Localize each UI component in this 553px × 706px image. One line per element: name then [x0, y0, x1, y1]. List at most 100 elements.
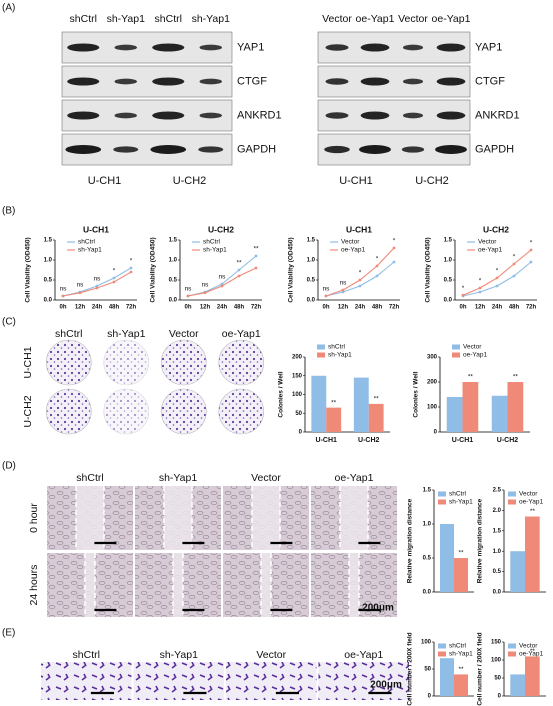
label: sh-Yap1: [160, 649, 198, 661]
y-tick-label: 2.5: [493, 488, 502, 494]
label: oe-Yap1: [432, 13, 471, 25]
point: [220, 284, 224, 288]
blot-band: [401, 146, 425, 153]
label: shCtrl: [73, 649, 100, 661]
x-tick-label: 12h: [75, 305, 86, 311]
label: (D): [2, 461, 16, 472]
legend-label: oe-Yap1: [463, 352, 487, 359]
blot-band: [325, 112, 349, 119]
point: [254, 266, 258, 270]
y-tick-label: 100: [427, 405, 438, 411]
x-tick-label: 72h: [126, 305, 137, 311]
y-tick-label: 150: [491, 640, 502, 646]
x-tick-label: 72h: [389, 305, 400, 311]
blot-band: [199, 44, 222, 51]
bar: [311, 375, 327, 432]
label: shCtrl: [55, 328, 82, 340]
y-tick-label: 0.5: [423, 556, 432, 562]
legend-swatch: [438, 643, 446, 649]
label: 200μm: [370, 680, 402, 691]
y-tick-label: 200: [427, 380, 438, 386]
bar: [446, 397, 463, 432]
y-tick-label: 1.0: [493, 549, 502, 555]
annotation: **: [236, 260, 242, 267]
blot-band: [402, 112, 424, 119]
legend-label: sh-Yap1: [449, 499, 473, 506]
point: [375, 274, 379, 278]
point: [529, 248, 533, 252]
label: sh-Yap1: [192, 13, 230, 25]
bar: [353, 377, 369, 432]
label: ANKRD1: [475, 109, 520, 121]
point: [237, 268, 241, 272]
annotation: ns: [323, 286, 331, 293]
label: Vector: [251, 472, 281, 484]
y-axis-label: Cell number / 200X field: [407, 632, 414, 705]
annotation: ns: [202, 282, 210, 289]
y-tick-label: 100: [421, 640, 432, 646]
legend-swatch: [508, 643, 516, 649]
blot-band: [67, 77, 100, 86]
legend-label: shCtrl: [78, 239, 96, 246]
blot-band: [199, 78, 222, 85]
legend-swatch: [508, 491, 516, 497]
colony-well: [218, 339, 265, 386]
label: Vector: [398, 13, 428, 25]
y-tick-label: 0.5: [307, 278, 316, 284]
scratch: [349, 553, 359, 617]
label: oe-Yap1: [222, 328, 261, 340]
blot-band: [152, 77, 185, 86]
label: U-CH2: [415, 175, 449, 187]
annotation: *: [462, 285, 465, 292]
colony-well: [45, 388, 92, 435]
annotation: ns: [185, 286, 193, 293]
blot-band: [198, 146, 224, 153]
bar: [326, 407, 342, 432]
x-tick-label: 0h: [459, 305, 466, 311]
point: [375, 264, 379, 268]
label: U-CH2: [22, 395, 34, 427]
x-tick-label: 0h: [322, 305, 329, 311]
legend-label: Vector: [463, 344, 482, 351]
blot-band: [436, 77, 466, 86]
micrograph: [133, 662, 224, 700]
label: oe-Yap1: [335, 472, 374, 484]
x-tick-label: 0h: [59, 305, 66, 311]
annotation: **: [458, 550, 464, 557]
bar: [491, 395, 508, 432]
blot-band: [324, 145, 350, 154]
micrograph: [318, 662, 409, 700]
y-tick-label: 150: [292, 373, 303, 379]
x-tick-label: 48h: [234, 305, 245, 311]
y-tick-label: 1.5: [307, 238, 316, 244]
y-axis-label: Colonies / Well: [278, 371, 285, 417]
y-tick-label: 50: [295, 411, 302, 417]
bar: [510, 674, 525, 696]
scratch: [164, 486, 192, 550]
y-tick-label: 300: [427, 355, 438, 361]
chart-title: U-CH2: [208, 224, 234, 234]
y-tick-label: 0.5: [444, 278, 453, 284]
legend-label: Vector: [519, 491, 538, 498]
point: [495, 284, 499, 288]
x-tick-label: 12h: [338, 305, 349, 311]
annotation: **: [374, 396, 380, 403]
y-tick-label: 0: [498, 694, 502, 700]
blot-band: [325, 78, 349, 85]
y-axis-label: Cell number / 200X field: [477, 632, 484, 705]
colony-well: [160, 339, 207, 386]
scratch: [252, 486, 280, 550]
y-tick-label: 0.0: [493, 590, 502, 596]
y-tick-label: 200: [292, 355, 303, 361]
x-tick-label: 24h: [492, 305, 503, 311]
label: 200μm: [362, 603, 394, 614]
blot-band: [152, 111, 185, 120]
annotation: *: [530, 240, 533, 247]
y-tick-label: 1.5: [44, 238, 53, 244]
bar: [525, 656, 540, 696]
blot-band: [360, 43, 390, 52]
legend-label: sh-Yap1: [78, 247, 102, 254]
legend-swatch: [508, 651, 516, 657]
label: Vector: [169, 328, 199, 340]
blot-band: [402, 44, 424, 51]
